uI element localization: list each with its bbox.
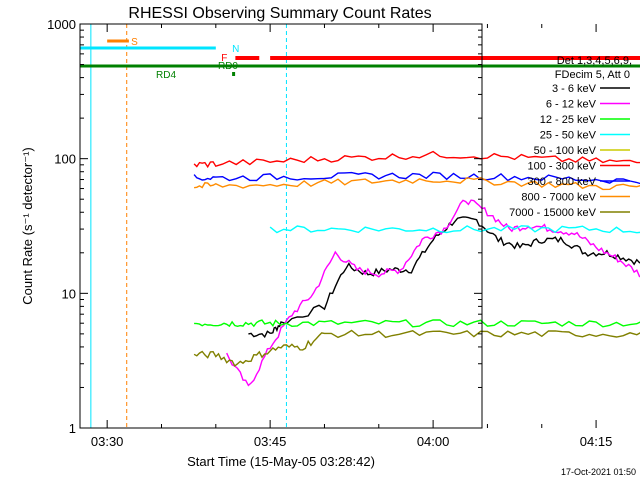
- series-line: [248, 216, 640, 339]
- flag-label-rd0: RD0: [218, 61, 238, 72]
- y-axis-title: Count Rate (s⁻¹ detector⁻¹): [20, 147, 35, 305]
- legend-label: 12 - 25 keV: [540, 114, 597, 126]
- series-line: [193, 329, 640, 367]
- legend-label: 3 - 6 keV: [552, 83, 597, 95]
- flag-label-s: S: [131, 37, 138, 48]
- series-line: [193, 171, 640, 185]
- y-tick-label: 10: [62, 286, 76, 301]
- series-line: [226, 199, 640, 387]
- legend-label: 50 - 100 keV: [534, 145, 597, 157]
- flag-label-n: N: [232, 44, 239, 55]
- legend-label: 25 - 50 keV: [540, 130, 597, 142]
- legend-header-line2: FDecim 5, Att 0: [555, 69, 630, 81]
- series-line: [194, 319, 640, 328]
- y-tick-label: 1000: [47, 17, 76, 32]
- legend-label: 6 - 12 keV: [546, 99, 597, 111]
- y-tick-label: 1: [69, 421, 76, 436]
- rd4-marker: [232, 72, 236, 76]
- footer-date: 17-Oct-2021 01:50: [561, 467, 636, 477]
- legend-label: 800 - 7000 keV: [521, 192, 596, 204]
- flag-label-f: F: [221, 53, 227, 64]
- x-tick-label: 04:00: [417, 434, 450, 449]
- x-tick-label: 03:45: [254, 434, 287, 449]
- chart-title: RHESSI Observing Summary Count Rates: [128, 5, 431, 22]
- plot-frame: [79, 23, 483, 429]
- series-line: [193, 176, 640, 191]
- series-line: [193, 150, 640, 169]
- x-tick-label: 04:15: [580, 434, 613, 449]
- legend-label: 7000 - 15000 keV: [509, 207, 597, 219]
- y-tick-label: 100: [54, 152, 76, 167]
- x-axis-title: Start Time (15-May-05 03:28:42): [187, 454, 375, 469]
- legend-label: 100 - 300 keV: [528, 161, 597, 173]
- x-tick-label: 03:30: [91, 434, 124, 449]
- flag-label-rd4: RD4: [156, 70, 176, 81]
- legend-label: 300 - 800 keV: [528, 176, 597, 188]
- legend-header-line1: Det 1,3,4,5,6,9,: [557, 55, 632, 67]
- series-line: [269, 224, 640, 234]
- legend: Det 1,3,4,5,6,9, FDecim 5, Att 0 3 - 6 k…: [509, 55, 632, 219]
- y-axis: 1 10 100 1000: [47, 17, 482, 436]
